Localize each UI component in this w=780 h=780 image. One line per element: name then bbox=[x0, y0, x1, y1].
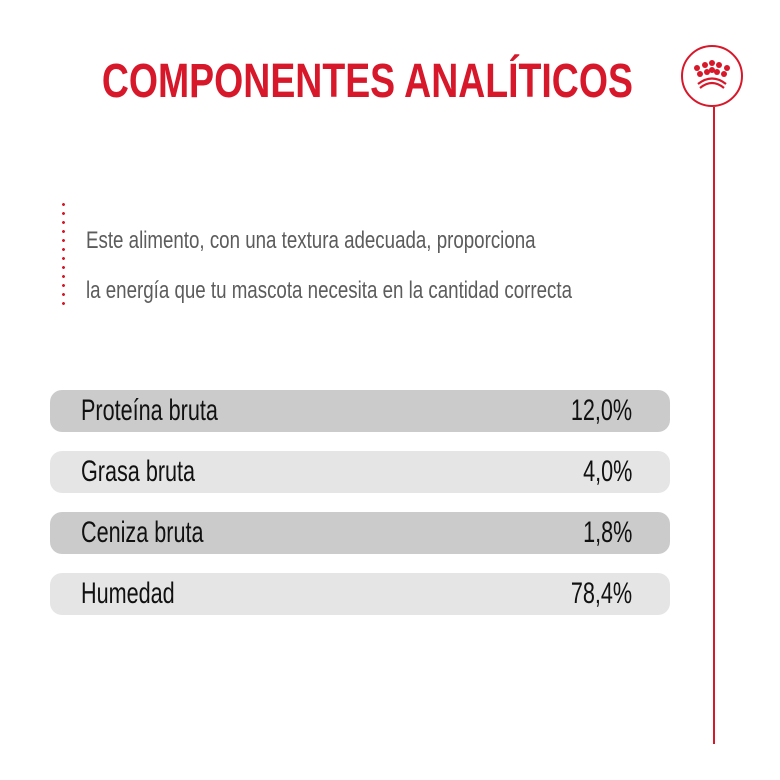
component-value: 12,0% bbox=[570, 394, 632, 427]
components-table: Proteína bruta 12,0% Grasa bruta 4,0% Ce… bbox=[50, 390, 670, 634]
component-label: Ceniza bruta bbox=[81, 516, 204, 549]
component-value: 78,4% bbox=[570, 577, 632, 610]
table-row: Proteína bruta 12,0% bbox=[50, 390, 670, 432]
component-label: Proteína bruta bbox=[81, 394, 218, 427]
table-row: Humedad 78,4% bbox=[50, 573, 670, 615]
component-value: 1,8% bbox=[582, 516, 632, 549]
description-line-2: la energía que tu mascota necesita en la… bbox=[86, 277, 572, 304]
table-row: Grasa bruta 4,0% bbox=[50, 451, 670, 493]
page-title: COMPONENTES ANALÍTICOS bbox=[101, 55, 633, 108]
description-line-1: Este alimento, con una textura adecuada,… bbox=[86, 227, 536, 254]
crown-icon bbox=[694, 60, 730, 89]
description: Este alimento, con una textura adecuada,… bbox=[86, 216, 572, 316]
brand-logo bbox=[681, 45, 743, 107]
decorative-vertical-line bbox=[713, 107, 715, 744]
component-label: Grasa bruta bbox=[81, 455, 196, 488]
component-label: Humedad bbox=[81, 577, 175, 610]
table-row: Ceniza bruta 1,8% bbox=[50, 512, 670, 554]
component-value: 4,0% bbox=[582, 455, 632, 488]
dotted-divider bbox=[62, 200, 65, 308]
